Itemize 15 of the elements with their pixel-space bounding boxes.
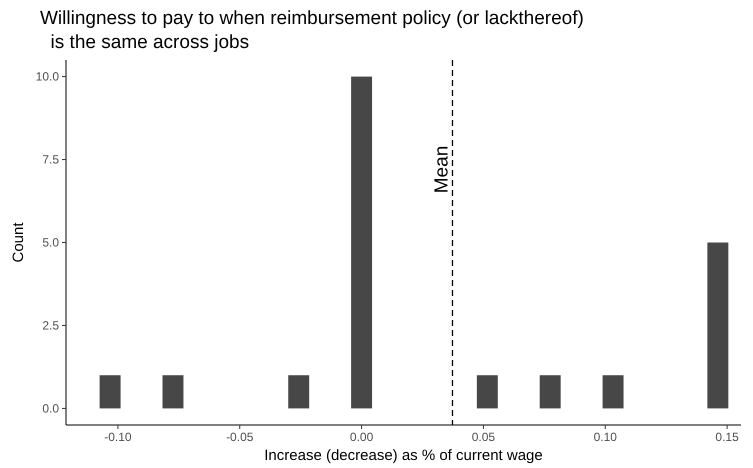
x-tick-label: -0.10 [104,430,132,444]
x-tick-label: 0.05 [472,430,496,444]
y-tick-label: 2.5 [42,318,60,332]
y-tick-label: 5.0 [42,236,60,250]
x-tick-label: 0.15 [715,430,740,444]
chart-title: Willingness to pay to when reimbursement policy (or lackthereof) is the same across jobs [40,8,584,53]
x-tick-label: -0.05 [226,430,254,444]
y-tick-label: 10.0 [36,70,60,84]
y-tick-label: 0.0 [42,401,60,416]
x-tick-label: 0.10 [594,430,618,444]
x-axis-title: Increase (decrease) as % of current wage [264,447,543,464]
y-tick-label: 7.5 [42,152,60,167]
ref-line-label: Mean [431,146,452,194]
y-axis-title: Count [10,222,27,263]
x-tick-label: 0.00 [350,430,374,444]
